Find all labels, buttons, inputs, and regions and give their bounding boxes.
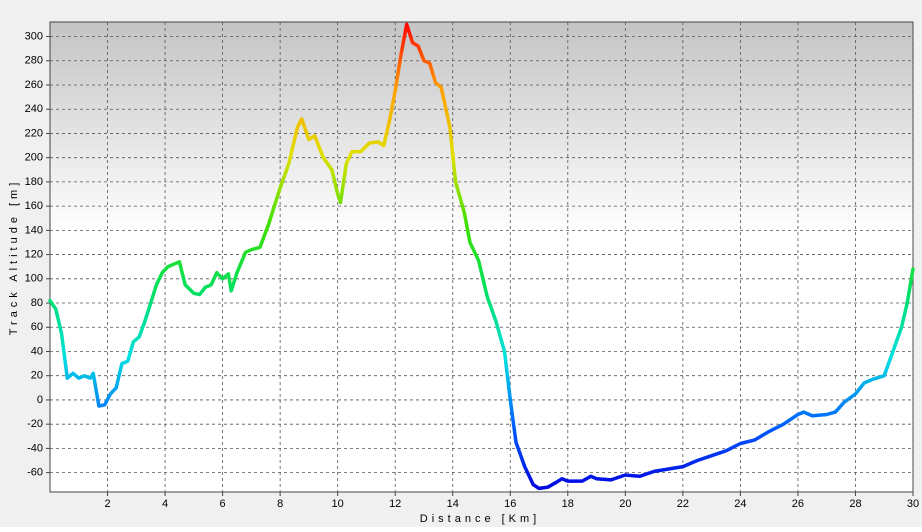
x-tick-label: 6 xyxy=(220,498,226,510)
y-tick-label: 140 xyxy=(25,224,43,236)
x-tick-label: 18 xyxy=(562,498,574,510)
y-tick-label: 120 xyxy=(25,248,43,260)
y-tick-label: -20 xyxy=(27,418,43,430)
y-axis-title: Track Altitude [m] xyxy=(8,179,20,336)
y-tick-label: 40 xyxy=(31,345,43,357)
y-tick-label: 280 xyxy=(25,55,43,67)
x-axis-title: Distance [Km] xyxy=(420,513,540,525)
x-tick-label: 30 xyxy=(907,498,919,510)
y-tick-label: 80 xyxy=(31,297,43,309)
y-tick-label: 220 xyxy=(25,127,43,139)
x-tick-label: 22 xyxy=(677,498,689,510)
x-tick-label: 12 xyxy=(389,498,401,510)
x-tick-label: 10 xyxy=(332,498,344,510)
x-tick-label: 24 xyxy=(734,498,746,510)
y-tick-label: 60 xyxy=(31,321,43,333)
y-tick-label: -40 xyxy=(27,442,43,454)
y-tick-label: 200 xyxy=(25,152,43,164)
y-tick-label: 0 xyxy=(37,394,43,406)
x-tick-label: 16 xyxy=(504,498,516,510)
plot-area xyxy=(49,21,914,493)
x-tick-label: 4 xyxy=(162,498,168,510)
y-tick-label: 20 xyxy=(31,370,43,382)
x-tick-label: 14 xyxy=(447,498,459,510)
y-tick-label: -60 xyxy=(27,467,43,479)
y-tick-label: 240 xyxy=(25,103,43,115)
y-tick-label: 100 xyxy=(25,273,43,285)
x-tick-label: 26 xyxy=(792,498,804,510)
x-tick-label: 2 xyxy=(104,498,110,510)
x-tick-label: 20 xyxy=(619,498,631,510)
y-tick-label: 160 xyxy=(25,200,43,212)
y-tick-label: 260 xyxy=(25,79,43,91)
x-tick-label: 28 xyxy=(849,498,861,510)
altitude-line xyxy=(48,22,915,491)
y-tick-label: 180 xyxy=(25,176,43,188)
x-tick-label: 8 xyxy=(277,498,283,510)
y-tick-label: 300 xyxy=(25,30,43,42)
